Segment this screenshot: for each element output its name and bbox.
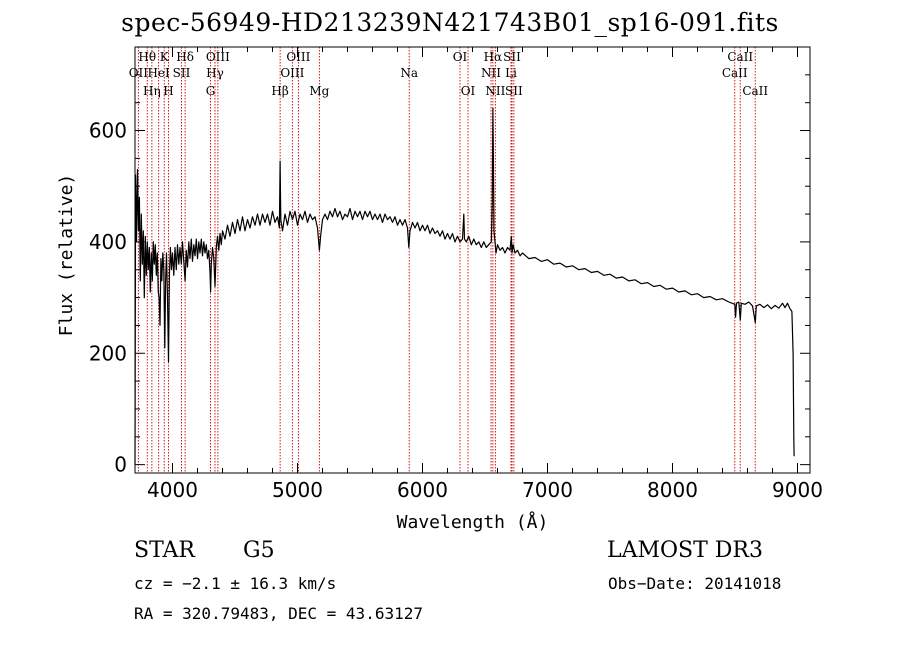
line-marker-label: OI bbox=[453, 50, 468, 64]
line-marker-label: HeI bbox=[147, 66, 170, 80]
line-marker-label: SII bbox=[505, 84, 523, 98]
line-marker-label: CaII bbox=[722, 66, 748, 80]
chart-title: spec-56949-HD213239N421743B01_sp16-091.f… bbox=[121, 8, 779, 37]
line-marker-label: Hβ bbox=[271, 84, 288, 98]
line-marker-label: Hδ bbox=[176, 50, 194, 64]
x-tick-label: 6000 bbox=[397, 478, 448, 502]
line-marker-label: G bbox=[206, 84, 216, 98]
spectrum-line bbox=[134, 107, 795, 465]
line-marker-label: OIII bbox=[286, 50, 310, 64]
x-tick-label: 5000 bbox=[272, 478, 323, 502]
x-tick-label: 8000 bbox=[647, 478, 698, 502]
y-tick-label: 0 bbox=[114, 453, 127, 477]
object-class: STAR bbox=[134, 538, 195, 563]
line-marker-label: SII bbox=[173, 66, 191, 80]
line-marker-label: OIII bbox=[280, 66, 304, 80]
x-tick-label: 7000 bbox=[522, 478, 573, 502]
line-marker-labels: OIIHθHηHeIKHSIIHδGHγOIIIHβOIIIOIIIMgNaOI… bbox=[129, 50, 769, 98]
line-marker-label: NII bbox=[481, 66, 501, 80]
line-marker-label: OIII bbox=[206, 50, 230, 64]
survey-name: LAMOST DR3 bbox=[607, 538, 763, 563]
x-axis-label: Wavelength (Å) bbox=[397, 511, 549, 533]
axis-tick-labels: 4000 5000 6000 7000 8000 9000 0 200 400 600 bbox=[89, 119, 823, 502]
line-marker-label: NII bbox=[485, 84, 505, 98]
line-marker-label: Li bbox=[505, 66, 517, 80]
observation-date: Obs−Date: 20141018 bbox=[608, 574, 782, 593]
line-marker-label: CaII bbox=[742, 84, 768, 98]
line-marker-label: OI bbox=[461, 84, 476, 98]
line-marker-label: Hγ bbox=[206, 66, 224, 80]
y-axis-label: Flux (relative) bbox=[56, 174, 77, 337]
velocity-readout: cz = −2.1 ± 16.3 km/s bbox=[134, 574, 337, 593]
line-marker-label: K bbox=[160, 50, 170, 64]
x-tick-label: 9000 bbox=[772, 478, 823, 502]
plot-frame bbox=[134, 46, 811, 474]
y-tick-label: 200 bbox=[89, 341, 127, 365]
line-marker-label: Hα bbox=[484, 50, 503, 64]
y-tick-label: 400 bbox=[89, 230, 127, 254]
line-marker-label: OII bbox=[129, 66, 149, 80]
coordinates-readout: RA = 320.79483, DEC = 43.63127 bbox=[134, 604, 423, 623]
line-marker-label: Hη bbox=[143, 84, 161, 98]
line-marker-label: Hθ bbox=[138, 50, 156, 64]
line-marker-label: H bbox=[163, 84, 173, 98]
object-subclass: G5 bbox=[243, 538, 275, 563]
line-marker-label: SII bbox=[503, 50, 521, 64]
line-marker-label: CaII bbox=[727, 50, 753, 64]
line-marker-label: Mg bbox=[309, 84, 329, 98]
line-marker-label: Na bbox=[400, 66, 418, 80]
x-tick-label: 4000 bbox=[147, 478, 198, 502]
line-markers bbox=[137, 47, 756, 473]
y-tick-label: 600 bbox=[89, 119, 127, 143]
axis-ticks bbox=[135, 47, 810, 473]
